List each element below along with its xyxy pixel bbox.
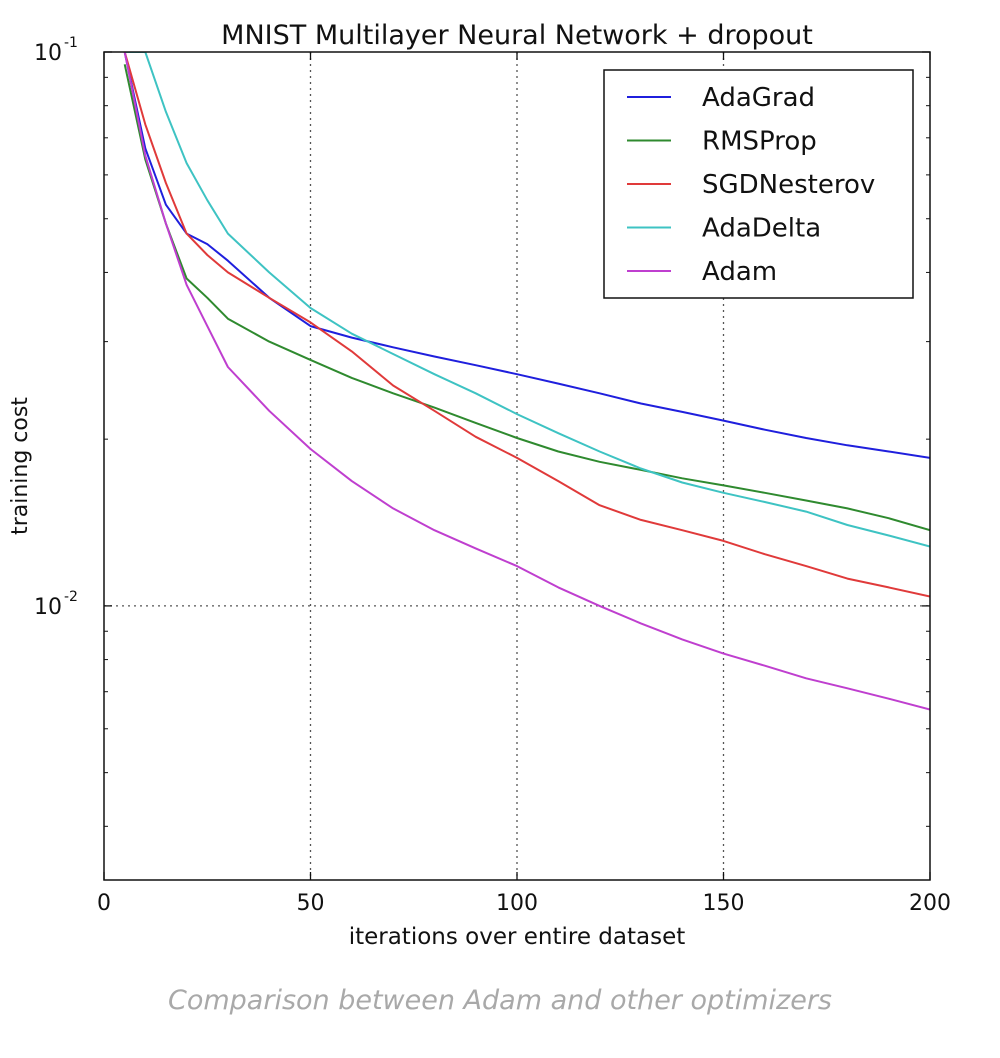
chart: MNIST Multilayer Neural Network + dropou… [8,20,951,950]
y-tick-exponent: -1 [64,35,78,51]
legend-label-adagrad: AdaGrad [702,83,815,113]
x-tick-label: 100 [496,891,538,916]
series-line-adadelta [124,52,930,548]
series-line-adam [123,52,930,711]
legend: AdaGrad RMSProp SGDNesterov AdaDelta Adam [603,69,914,299]
legend-label-adam: Adam [702,257,777,287]
legend-label-adadelta: AdaDelta [702,214,821,244]
x-tick-label: 50 [297,891,325,916]
x-axis-label: iterations over entire dataset [349,924,686,950]
legend-label-sgdnesterov: SGDNesterov [702,170,875,200]
x-tick-label: 150 [703,891,745,916]
y-tick-exponent: -2 [64,589,78,605]
x-tick-label: 200 [909,891,951,916]
legend-label-rmsprop: RMSProp [702,127,817,157]
series-line-rmsprop [123,64,930,532]
y-tick-label: 10 [34,595,62,620]
y-axis-label: training cost [8,397,33,535]
y-tick-label: 10 [34,41,62,66]
chart-title: MNIST Multilayer Neural Network + dropou… [221,20,813,51]
series-lines [123,52,930,711]
series-line-sgdnesterov [123,52,930,598]
figure-caption: Comparison between Adam and other optimi… [167,985,832,1016]
series-line-adagrad [123,52,930,459]
x-tick-label: 0 [97,891,111,916]
